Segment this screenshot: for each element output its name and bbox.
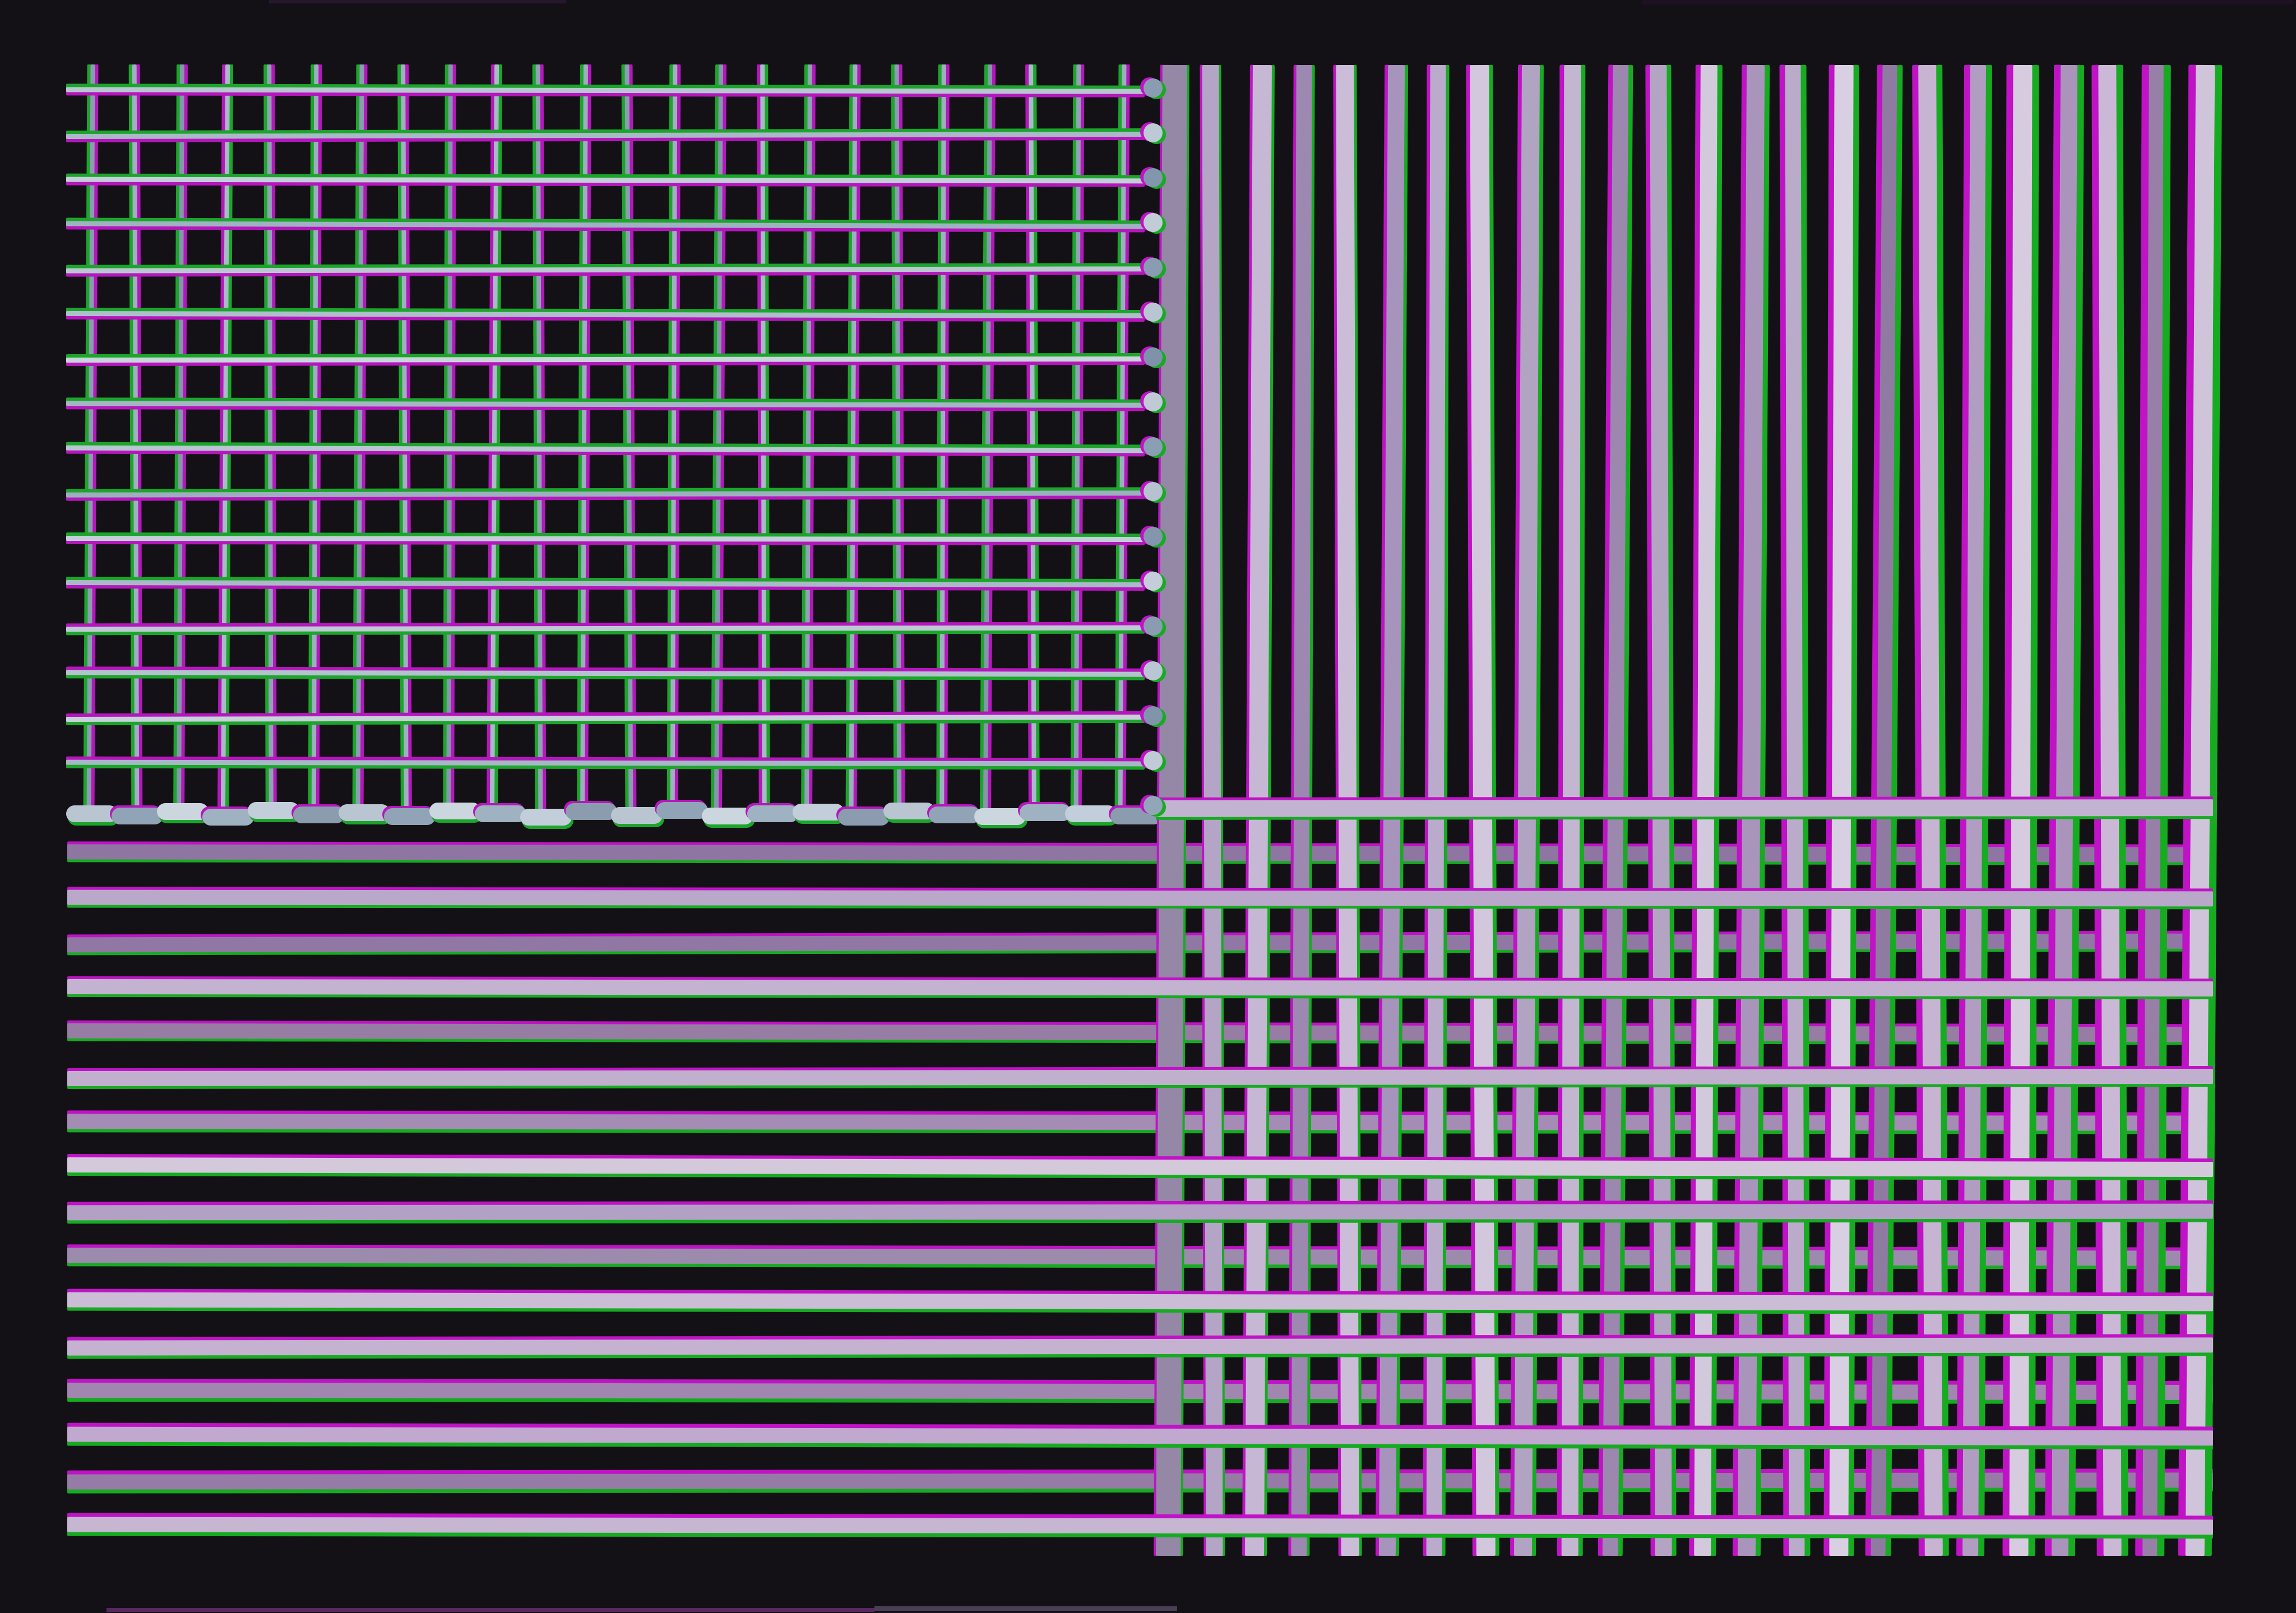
horizontal-stripe: [67, 1382, 2214, 1401]
grid-v-line: [1029, 64, 1036, 816]
grid-dot: [1144, 392, 1163, 411]
grid-h-line: [66, 535, 1145, 543]
grid-cap-segment: [747, 805, 799, 822]
grid-cap-segment: [611, 807, 663, 824]
grid-dot: [1144, 482, 1163, 501]
grid-v-line: [804, 64, 812, 816]
grid-h-line: [66, 580, 1145, 588]
plaid-top-stripe: [1155, 799, 2214, 817]
grid-cap-segment: [656, 802, 708, 819]
horizontal-stripe: [67, 1023, 2214, 1042]
grid-cap-segment: [157, 803, 209, 820]
horizontal-stripe: [67, 1248, 2214, 1266]
grid-cap-segment: [475, 805, 526, 822]
horizontal-stripe: [67, 1517, 2214, 1535]
grid-dot: [1144, 123, 1163, 142]
horizontal-stripe: [67, 979, 2214, 997]
grid-cap-segment: [384, 808, 436, 825]
grid-cap-segment: [112, 808, 163, 824]
grid-dot: [1144, 303, 1163, 322]
horizontal-stripe: [67, 1426, 2214, 1446]
grid-cap-segment: [1065, 805, 1117, 822]
grid-cap-segment: [520, 809, 572, 826]
grid-v-line: [760, 64, 767, 816]
horizontal-stripe: [67, 1157, 2214, 1178]
grid-h-line: [66, 356, 1145, 363]
grid-dot: [1144, 706, 1163, 725]
edge-glitch-fragment: [269, 0, 566, 3]
horizontal-stripe: [67, 844, 2214, 863]
grid-v-line: [849, 64, 858, 816]
grid-h-line: [66, 490, 1145, 498]
grid-v-line: [624, 64, 633, 816]
grid-dot: [1144, 168, 1163, 187]
grid-v-line: [894, 64, 902, 816]
grid-cap-segment: [702, 808, 753, 824]
grid-h-line: [66, 714, 1145, 722]
grid-dot: [1144, 527, 1163, 546]
grid-dot: [1144, 796, 1163, 815]
grid-cap-segment: [66, 805, 118, 822]
grid-cap-segment: [202, 809, 254, 826]
grid-cap-segment: [1020, 804, 1071, 821]
grid-h-line: [66, 625, 1145, 632]
grid-cap-segment: [429, 803, 481, 819]
grid-dot: [1144, 258, 1163, 277]
horizontal-stripe: [67, 1068, 2214, 1087]
grid-v-line: [939, 64, 946, 816]
grid-dot: [1144, 213, 1163, 232]
grid-h-line: [66, 670, 1145, 677]
grid-cap-segment: [929, 806, 980, 823]
grid-dot: [1144, 78, 1163, 98]
grid-cap-segment: [293, 806, 345, 823]
grid-cap-segment: [974, 808, 1026, 825]
grid-dot: [1144, 572, 1163, 591]
grid-dot: [1144, 751, 1163, 770]
horizontal-stripe: [67, 1203, 2214, 1221]
horizontal-stripe: [67, 1337, 2214, 1356]
grid-cap-segment: [248, 802, 299, 819]
edge-glitch-fragment: [107, 1608, 874, 1612]
horizontal-stripe: [67, 1114, 2214, 1131]
grid-v-line: [670, 64, 678, 816]
horizontal-stripe: [67, 933, 2214, 953]
grid-dot: [1144, 437, 1163, 456]
grid-dot: [1144, 617, 1163, 636]
horizontal-stripe: [67, 1472, 2214, 1490]
grid-cap-segment: [838, 809, 890, 826]
grid-v-line: [1073, 64, 1081, 816]
edge-glitch-fragment: [874, 1606, 1177, 1611]
grid-dot: [1144, 347, 1163, 367]
grid-cap-segment: [566, 803, 617, 820]
grid-cap-segment: [883, 803, 935, 819]
horizontal-stripe: [67, 889, 2214, 907]
grid-h-line: [66, 759, 1145, 767]
grid-v-line: [1118, 64, 1127, 816]
grid-dot: [1144, 661, 1163, 680]
grid-cap-segment: [339, 804, 390, 821]
grid-cap-segment: [793, 804, 844, 821]
grid-h-line: [66, 401, 1145, 408]
horizontal-stripe: [67, 1292, 2214, 1311]
grid-h-line: [66, 445, 1145, 453]
grid-v-line: [983, 64, 993, 816]
edge-glitch-fragment: [1642, 0, 2293, 4]
grid-v-line: [714, 64, 724, 816]
